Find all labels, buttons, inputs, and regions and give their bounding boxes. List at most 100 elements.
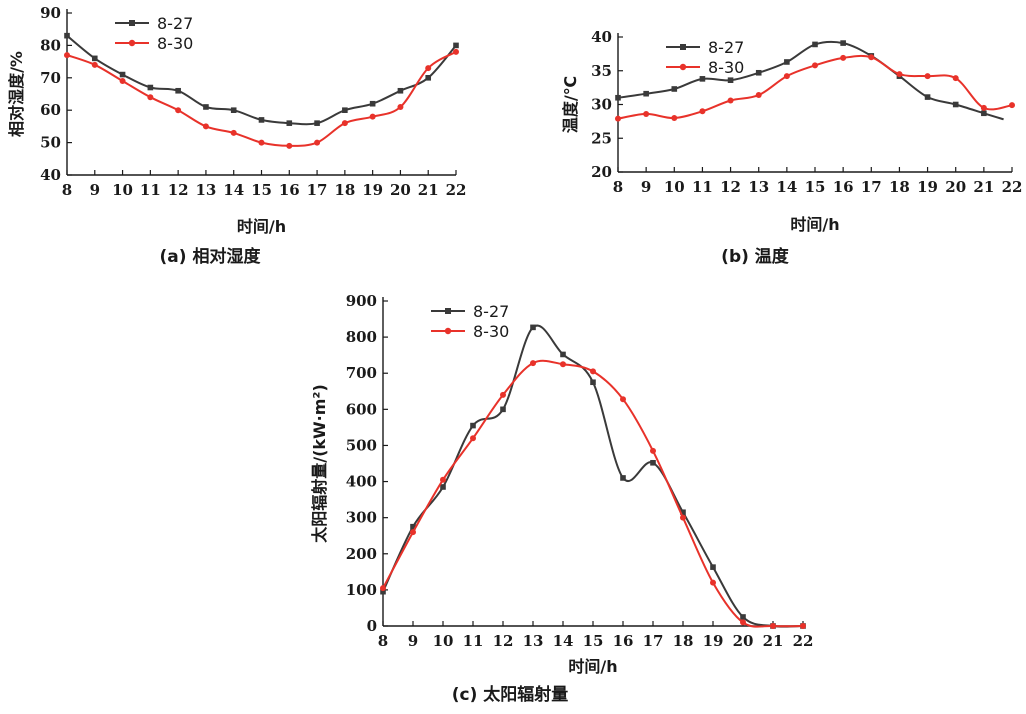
data-point-marker — [727, 97, 734, 104]
data-point-marker — [615, 94, 621, 101]
data-point-marker — [952, 75, 959, 82]
x-tick-label: 11 — [463, 632, 484, 650]
data-point-marker — [410, 523, 416, 530]
data-point-marker — [425, 75, 432, 81]
y-tick-label: 900 — [346, 292, 377, 310]
data-point-marker — [727, 77, 734, 83]
x-tick-label: 10 — [664, 178, 685, 196]
y-tick-label: 0 — [367, 617, 377, 635]
data-point-marker — [500, 391, 506, 398]
data-point-marker — [203, 104, 209, 110]
data-point-marker — [425, 65, 432, 72]
data-point-marker — [286, 142, 293, 149]
legend-marker — [679, 63, 687, 71]
data-point-marker — [770, 623, 776, 629]
x-tick-label: 17 — [861, 178, 882, 196]
legend-marker — [128, 39, 136, 47]
data-point-marker — [64, 32, 70, 39]
y-tick-label: 40 — [40, 166, 61, 184]
data-point-marker — [615, 115, 621, 122]
y-tick-label: 700 — [346, 364, 377, 382]
legend-label: 8-27 — [157, 14, 193, 33]
data-point-marker — [369, 113, 376, 120]
data-point-marker — [784, 59, 790, 65]
data-point-marker — [397, 103, 404, 110]
data-point-marker — [230, 107, 237, 113]
data-point-marker — [258, 117, 265, 123]
data-point-marker — [202, 123, 209, 130]
x-axis-label: 时间/h — [568, 657, 617, 676]
chart-caption: (b) 温度 — [721, 246, 790, 267]
x-tick-label: 19 — [362, 181, 383, 199]
data-point-marker — [896, 71, 903, 78]
data-point-marker — [740, 619, 746, 626]
data-point-marker — [369, 100, 376, 107]
x-tick-label: 14 — [223, 181, 244, 199]
data-point-marker — [410, 529, 416, 536]
x-tick-label: 22 — [793, 632, 814, 650]
x-tick-label: 11 — [692, 178, 713, 196]
x-tick-label: 9 — [641, 178, 651, 196]
y-axis-label: 相对湿度/% — [7, 51, 26, 137]
data-point-marker — [590, 368, 596, 375]
data-point-marker — [470, 435, 476, 442]
chart-a: 40 50 60 70 80 90 8 9 10 11 12 13 14 15 16 17 18 19 20 21 22… — [7, 4, 466, 267]
data-point-marker — [650, 447, 656, 454]
x-tick-label: 18 — [673, 632, 694, 650]
x-axis-label: 时间/h — [237, 217, 286, 236]
data-point-marker — [175, 107, 182, 114]
x-tick-label: 11 — [140, 181, 161, 199]
y-tick-label: 500 — [346, 436, 377, 454]
x-tick-label: 22 — [1002, 178, 1023, 196]
x-tick-label: 9 — [90, 181, 100, 199]
x-tick-label: 8 — [613, 178, 623, 196]
x-tick-label: 12 — [168, 181, 189, 199]
x-tick-label: 15 — [805, 178, 826, 196]
legend-marker — [445, 308, 451, 314]
x-tick-label: 12 — [493, 632, 514, 650]
data-point-marker — [560, 351, 566, 358]
y-tick-label: 20 — [591, 163, 612, 181]
data-point-marker — [1009, 102, 1015, 109]
series-line-8-30 — [382, 359, 804, 628]
data-point-marker — [620, 475, 626, 481]
data-point-marker — [840, 40, 846, 46]
legend-label: 8-30 — [473, 322, 509, 341]
chart-caption: (a) 相对湿度 — [160, 246, 262, 267]
y-tick-label: 25 — [591, 129, 612, 147]
x-tick-label: 15 — [251, 181, 272, 199]
data-point-marker — [500, 406, 506, 413]
x-tick-label: 20 — [733, 632, 754, 650]
data-point-marker — [620, 396, 626, 403]
x-tick-label: 13 — [195, 181, 216, 199]
x-tick-label: 20 — [945, 178, 966, 196]
x-tick-label: 19 — [703, 632, 724, 650]
x-tick-label: 8 — [378, 632, 388, 650]
data-point-marker — [530, 324, 536, 331]
data-point-marker — [397, 87, 404, 94]
legend-marker — [129, 20, 135, 26]
data-point-marker — [440, 484, 446, 490]
data-point-marker — [812, 41, 818, 48]
data-point-marker — [710, 564, 716, 570]
x-tick-label: 21 — [763, 632, 784, 650]
legend-marker — [444, 327, 452, 335]
data-point-marker — [699, 76, 706, 82]
y-tick-label: 400 — [346, 473, 377, 491]
chart-c: 0 100 200 300 400 500 600 700 800 900 8 9 10 11 12 13 14… — [310, 292, 813, 705]
data-point-marker — [147, 94, 154, 101]
x-tick-label: 14 — [553, 632, 574, 650]
x-tick-label: 13 — [748, 178, 769, 196]
x-tick-label: 9 — [408, 632, 418, 650]
data-point-marker — [380, 585, 386, 592]
data-point-marker — [530, 360, 536, 367]
data-point-marker — [453, 48, 459, 55]
y-tick-label: 70 — [40, 69, 61, 87]
legend-label: 8-30 — [157, 34, 193, 53]
data-point-marker — [314, 139, 321, 146]
x-tick-label: 20 — [390, 181, 411, 199]
data-point-marker — [147, 84, 154, 91]
data-point-marker — [230, 129, 237, 136]
y-tick-label: 200 — [346, 545, 377, 563]
